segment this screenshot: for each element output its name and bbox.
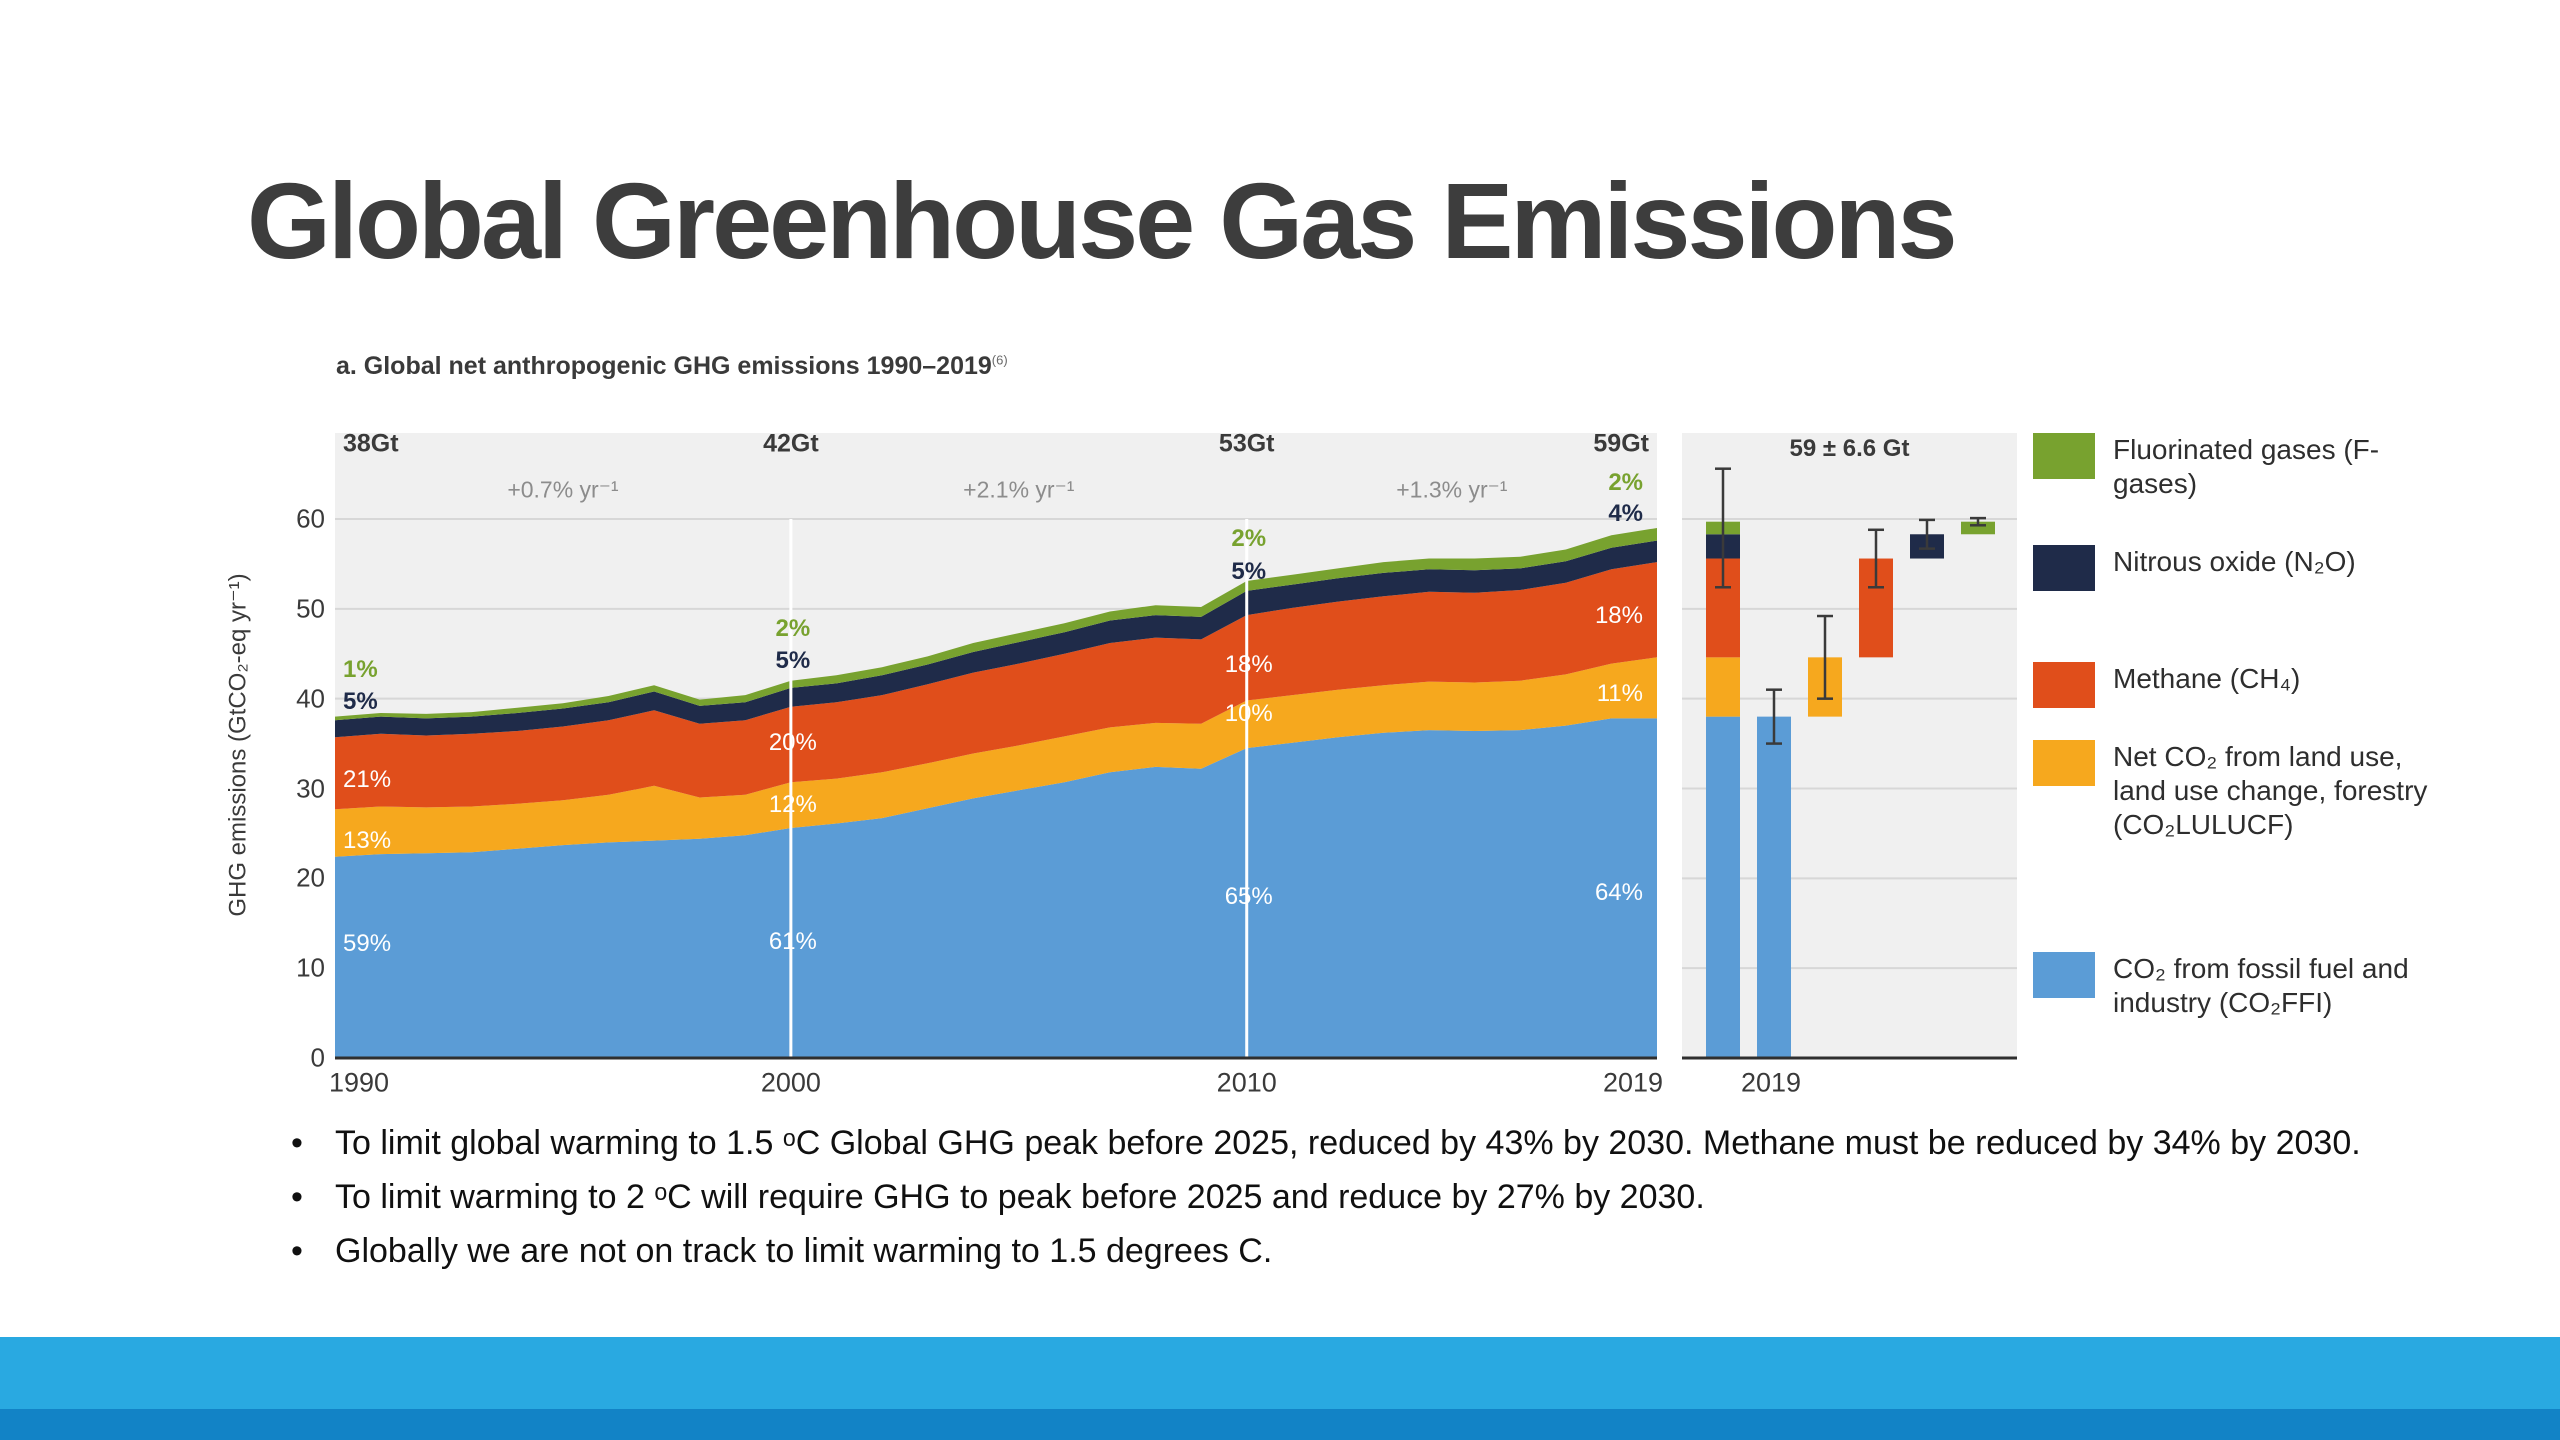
bullet-item-3: Globally we are not on track to limit wa…	[283, 1226, 2368, 1277]
area-ffi	[335, 718, 1657, 1058]
footer-band-main	[0, 1337, 2560, 1409]
footer-band-dark	[0, 1409, 2560, 1440]
bar-f-gases-f	[1961, 521, 1995, 535]
bullet-item-1: To limit global warming to 1.5 ᵒC Global…	[283, 1118, 2368, 1169]
area-n2o	[335, 540, 1657, 738]
area-ch4	[335, 562, 1657, 810]
bullet-list: To limit global warming to 1.5 ᵒC Global…	[283, 1118, 2368, 1280]
area-lulucf	[335, 657, 1657, 857]
bar-total-2019-lulucf	[1706, 657, 1740, 717]
footer-band	[0, 1337, 2560, 1440]
area-f	[335, 528, 1657, 721]
bar-co2-ffi-ffi	[1757, 716, 1791, 1058]
page-title: Global Greenhouse Gas Emissions	[247, 160, 1958, 281]
figure-title: a. Global net anthropogenic GHG emission…	[336, 352, 1008, 381]
figure-footnote-marker: (6)	[991, 352, 1008, 368]
bullet-item-2: To limit warming to 2 ᵒC will require GH…	[283, 1172, 2368, 1223]
bar-total-2019-ffi	[1706, 716, 1740, 1058]
figure-title-text: a. Global net anthropogenic GHG emission…	[336, 352, 992, 380]
